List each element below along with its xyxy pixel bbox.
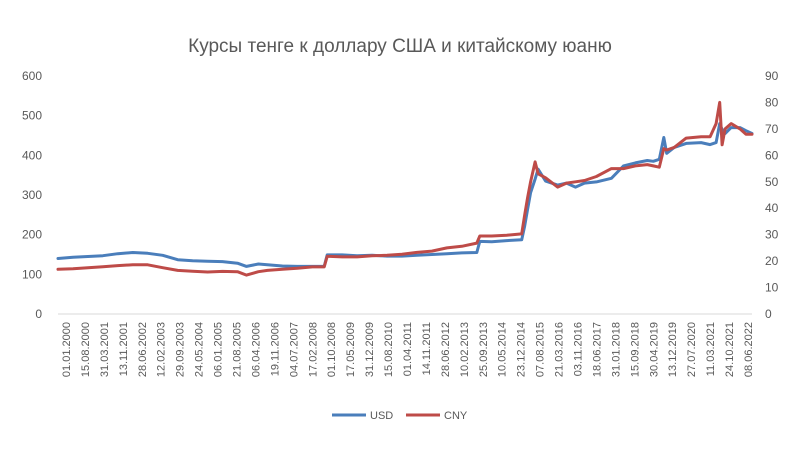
left-y-tick-label: 200 xyxy=(22,228,42,242)
left-y-tick-label: 600 xyxy=(22,69,42,83)
x-tick-label: 30.04.2019 xyxy=(648,322,660,377)
right-y-tick-label: 80 xyxy=(765,95,779,109)
left-y-tick-label: 0 xyxy=(35,307,42,321)
x-tick-label: 31.03.2001 xyxy=(99,322,111,377)
x-axis: 01.01.2000 15.08.2000 31.03.2001 13.11.2001… xyxy=(58,313,755,377)
x-tick-label: 04.07.2007 xyxy=(288,322,300,377)
right-y-tick-label: 60 xyxy=(765,148,779,162)
x-tick-label: 24.05.2004 xyxy=(194,322,206,377)
right-y-axis: 0 10 20 30 40 50 60 70 80 90 xyxy=(765,69,779,321)
right-y-tick-label: 30 xyxy=(765,228,779,242)
right-y-tick-label: 90 xyxy=(765,69,779,83)
x-tick-label: 18.06.2017 xyxy=(591,322,603,377)
x-tick-label: 01.01.2000 xyxy=(61,322,73,377)
right-y-tick-label: 40 xyxy=(765,201,779,215)
x-tick-label: 06.04.2006 xyxy=(250,322,262,377)
x-tick-label: 27.07.2020 xyxy=(686,322,698,377)
legend: USD CNY xyxy=(332,410,468,422)
right-y-tick-label: 20 xyxy=(765,254,779,268)
x-tick-label: 14.11.2011 xyxy=(421,322,433,375)
x-tick-label: 08.06.2022 xyxy=(743,322,755,377)
x-tick-label: 28.06.2002 xyxy=(137,322,149,377)
x-tick-label: 01.04.2011 xyxy=(402,322,414,376)
x-tick-label: 15.09.2018 xyxy=(629,322,641,377)
x-tick-label: 28.06.2012 xyxy=(440,322,452,377)
x-tick-label: 17.05.2009 xyxy=(345,322,357,377)
x-tick-label: 13.12.2019 xyxy=(667,322,679,377)
x-tick-label: 21.03.2016 xyxy=(554,322,566,377)
x-tick-label: 23.12.2014 xyxy=(516,322,528,377)
left-y-tick-label: 400 xyxy=(22,148,42,162)
right-y-tick-label: 70 xyxy=(765,122,779,136)
right-y-tick-label: 0 xyxy=(765,307,772,321)
x-tick-label: 21.08.2005 xyxy=(232,322,244,377)
series-line-usd xyxy=(56,122,754,268)
legend-usd-label: USD xyxy=(370,410,393,422)
x-tick-label: 06.01.2005 xyxy=(213,322,225,377)
legend-cny-label: CNY xyxy=(444,410,468,422)
x-tick-label: 31.01.2018 xyxy=(610,322,622,377)
x-tick-label: 19.11.2006 xyxy=(269,322,281,376)
x-tick-label: 29.09.2003 xyxy=(175,322,187,377)
x-tick-label: 12.02.2003 xyxy=(156,322,168,377)
left-y-tick-label: 100 xyxy=(22,267,42,281)
x-tick-label: 25.09.2013 xyxy=(478,322,490,377)
x-tick-label: 01.10.2008 xyxy=(326,322,338,377)
x-tick-label: 17.02.2008 xyxy=(307,322,319,377)
chart-title: Курсы тенге к доллару США и китайскому ю… xyxy=(188,36,612,57)
x-tick-label: 31.12.2009 xyxy=(364,322,376,377)
left-y-tick-label: 300 xyxy=(22,188,42,202)
right-y-tick-label: 10 xyxy=(765,281,779,295)
x-tick-label: 03.11.2016 xyxy=(573,322,585,376)
x-tick-label: 24.10.2021 xyxy=(724,322,736,377)
x-tick-label: 10.02.2013 xyxy=(459,322,471,377)
series-line-cny xyxy=(56,100,754,277)
x-tick-label: 15.08.2000 xyxy=(80,322,92,377)
x-tick-label: 11.03.2021 xyxy=(705,322,717,376)
x-tick-label: 07.08.2015 xyxy=(535,322,547,377)
series-layer xyxy=(56,100,754,277)
x-tick-label: 10.05.2014 xyxy=(497,322,509,377)
x-tick-label: 13.11.2001 xyxy=(118,322,130,376)
left-y-axis: 0 100 200 300 400 500 600 xyxy=(22,69,42,321)
right-y-tick-label: 50 xyxy=(765,175,779,189)
x-tick-label: 15.08.2010 xyxy=(383,322,395,377)
left-y-tick-label: 500 xyxy=(22,109,42,123)
